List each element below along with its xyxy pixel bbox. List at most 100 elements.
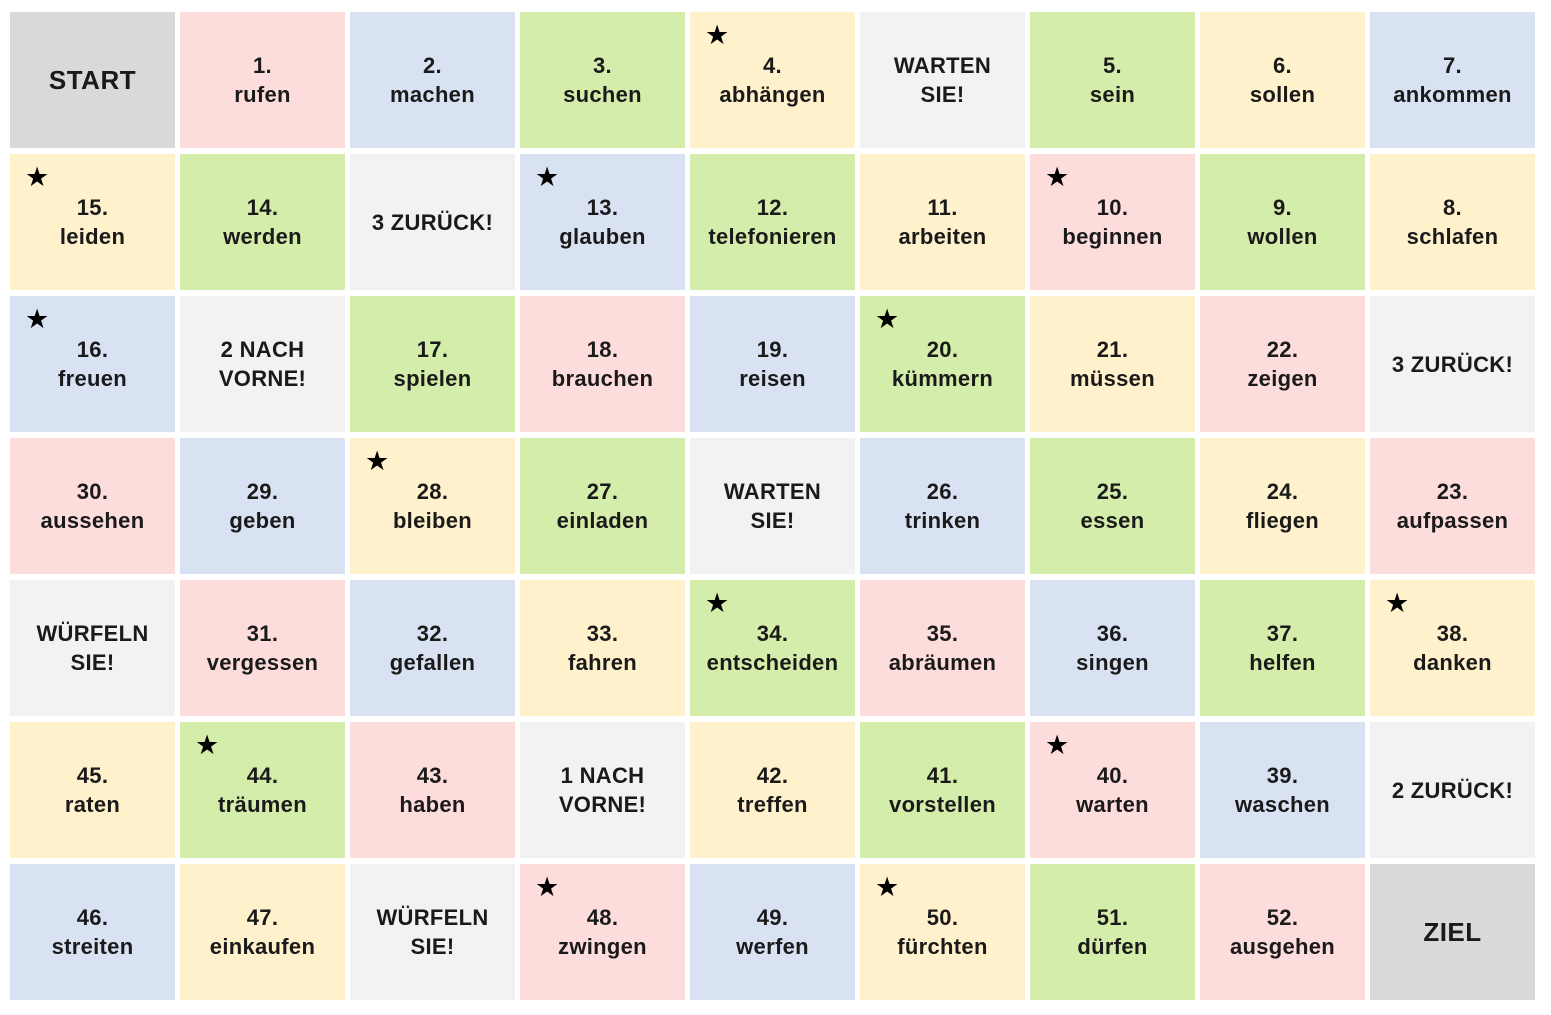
board-tile: 35. abräumen — [860, 580, 1025, 716]
tile-label: fahren — [567, 650, 638, 675]
tile-number: 31. — [246, 621, 279, 646]
tile-label: helfen — [1249, 650, 1316, 675]
tile-label: werfen — [736, 934, 809, 959]
board-tile: ★ 34. entscheiden — [690, 580, 855, 716]
board-tile: WÜRFELN SIE! — [10, 580, 175, 716]
board-tile: 33. fahren — [520, 580, 685, 716]
board-tile: ★ 10. beginnen — [1030, 154, 1195, 290]
board-tile: 1 NACH VORNE! — [520, 722, 685, 858]
tile-number: 41. — [926, 763, 959, 788]
tile-number: 22. — [1266, 337, 1299, 362]
tile-label: aussehen — [40, 508, 145, 533]
board-tile: WARTEN SIE! — [860, 12, 1025, 148]
tile-label: SIE! — [920, 82, 965, 107]
star-icon: ★ — [535, 872, 560, 903]
board-tile: START — [10, 12, 175, 148]
board-tile: WÜRFELN SIE! — [350, 864, 515, 1000]
tile-label: entscheiden — [706, 650, 839, 675]
tile-label: zwingen — [558, 934, 647, 959]
tile-label: SIE! — [750, 508, 795, 533]
board-tile: 19. reisen — [690, 296, 855, 432]
tile-label: geben — [229, 508, 296, 533]
tile-label: brauchen — [551, 366, 654, 391]
tile-number: 48. — [586, 905, 619, 930]
board-tile: 3 ZURÜCK! — [350, 154, 515, 290]
tile-number: 17. — [416, 337, 449, 362]
tile-label: abhängen — [719, 82, 826, 107]
board-tile: ★ 50. fürchten — [860, 864, 1025, 1000]
tile-label: WÜRFELN — [36, 621, 149, 646]
tile-label: müssen — [1070, 366, 1155, 391]
tile-label: beginnen — [1062, 224, 1163, 249]
tile-number: 2. — [423, 53, 442, 78]
star-icon: ★ — [365, 446, 390, 477]
star-icon: ★ — [1045, 162, 1070, 193]
tile-label: gefallen — [389, 650, 476, 675]
board-tile: 12. telefonieren — [690, 154, 855, 290]
board-tile: ★ 40. warten — [1030, 722, 1195, 858]
board-tile: ★ 48. zwingen — [520, 864, 685, 1000]
game-board: START 1. rufen 2. machen 3. suchen ★ 4. abhängen W… — [10, 12, 1541, 1004]
board-tile: 2 ZURÜCK! — [1370, 722, 1535, 858]
tile-label: ankommen — [1393, 82, 1512, 107]
star-icon: ★ — [535, 162, 560, 193]
board-tile: 2 NACH VORNE! — [180, 296, 345, 432]
board-tile: 47. einkaufen — [180, 864, 345, 1000]
tile-label: vergessen — [206, 650, 319, 675]
tile-number: 35. — [926, 621, 959, 646]
tile-label: 3 ZURÜCK! — [371, 209, 494, 235]
tile-number: 46. — [76, 905, 109, 930]
star-icon: ★ — [1385, 588, 1410, 619]
tile-number: 5. — [1103, 53, 1122, 78]
tile-number: 36. — [1096, 621, 1129, 646]
star-icon: ★ — [875, 304, 900, 335]
tile-number: 24. — [1266, 479, 1299, 504]
tile-label: START — [48, 64, 137, 95]
tile-label: reisen — [739, 366, 806, 391]
board-tile: 25. essen — [1030, 438, 1195, 574]
board-tile: 39. waschen — [1200, 722, 1365, 858]
tile-number: 33. — [586, 621, 619, 646]
tile-label: zeigen — [1247, 366, 1318, 391]
tile-label: fürchten — [897, 934, 988, 959]
tile-number: 45. — [76, 763, 109, 788]
board-tile: 29. geben — [180, 438, 345, 574]
tile-label: freuen — [57, 366, 128, 391]
tile-number: 26. — [926, 479, 959, 504]
tile-number: 18. — [586, 337, 619, 362]
tile-label: aufpassen — [1396, 508, 1509, 533]
tile-label: SIE! — [410, 934, 455, 959]
tile-number: 11. — [927, 195, 958, 220]
tile-number: 7. — [1443, 53, 1462, 78]
tile-label: VORNE! — [218, 366, 307, 391]
tile-number: 40. — [1096, 763, 1129, 788]
tile-label: sein — [1089, 82, 1136, 107]
tile-number: 50. — [926, 905, 959, 930]
board-tile: 1. rufen — [180, 12, 345, 148]
tile-label: 1 NACH — [560, 763, 645, 788]
board-tile: 2. machen — [350, 12, 515, 148]
tile-number: 16. — [76, 337, 109, 362]
tile-number: 51. — [1096, 905, 1129, 930]
tile-label: fliegen — [1246, 508, 1319, 533]
board-tile: 37. helfen — [1200, 580, 1365, 716]
tile-label: danken — [1413, 650, 1492, 675]
tile-label: wollen — [1247, 224, 1318, 249]
tile-number: 1. — [253, 53, 272, 78]
board-tile: 49. werfen — [690, 864, 855, 1000]
board-tile: 7. ankommen — [1370, 12, 1535, 148]
tile-number: 4. — [763, 53, 782, 78]
tile-label: essen — [1080, 508, 1145, 533]
board-tile: 41. vorstellen — [860, 722, 1025, 858]
tile-number: 9. — [1273, 195, 1292, 220]
tile-label: einladen — [556, 508, 649, 533]
tile-label: waschen — [1234, 792, 1331, 817]
board-tile: 5. sein — [1030, 12, 1195, 148]
board-tile: ★ 16. freuen — [10, 296, 175, 432]
tile-number: 29. — [246, 479, 279, 504]
board-tile: 6. sollen — [1200, 12, 1365, 148]
tile-label: arbeiten — [898, 224, 987, 249]
tile-number: 6. — [1273, 53, 1292, 78]
board-tile: 43. haben — [350, 722, 515, 858]
tile-number: 30. — [76, 479, 109, 504]
